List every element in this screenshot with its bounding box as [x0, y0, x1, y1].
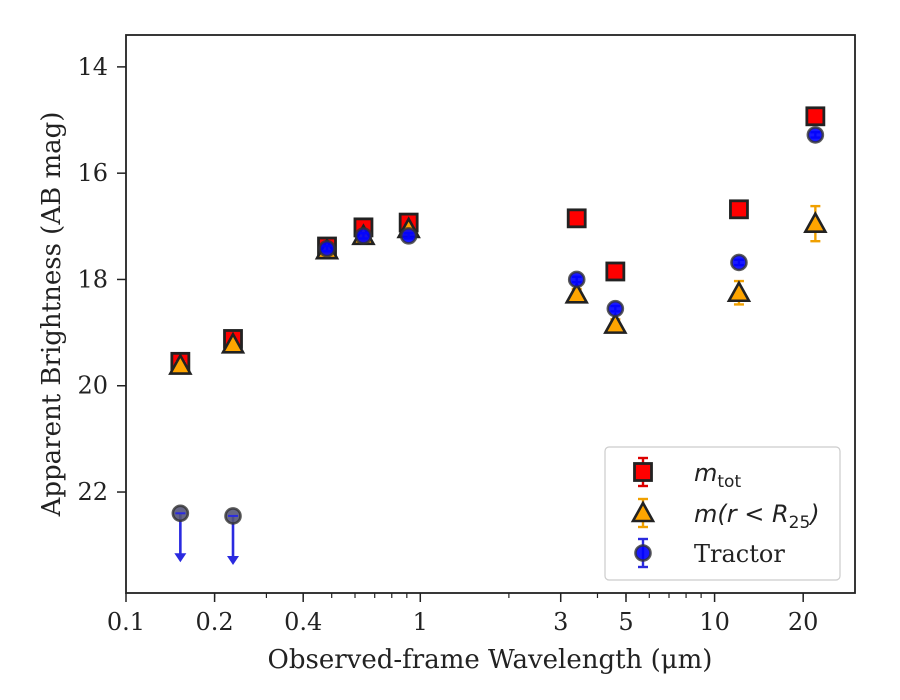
legend-box [604, 446, 841, 581]
data-point [806, 126, 825, 144]
legend: mtot m(r < R25) Tractor [604, 446, 841, 581]
x-tick-label: 0.1 [107, 608, 145, 636]
legend-marker [630, 500, 656, 523]
data-marks [168, 106, 828, 565]
x-tick-label: 10 [699, 608, 730, 636]
y-axis-ticks: 14 16 18 20 22 [77, 53, 126, 506]
data-point [603, 311, 628, 334]
y-tick-label: 18 [77, 265, 108, 293]
y-axis-label: Apparent Brightness (AB mag) [37, 112, 67, 518]
data-point [354, 227, 373, 245]
data-point [318, 239, 336, 258]
y-tick-label: 14 [77, 53, 108, 81]
x-tick-label: 3 [553, 608, 568, 636]
y-tick-label: 16 [77, 159, 108, 187]
legend-marker [634, 544, 652, 562]
data-point [566, 208, 587, 229]
x-tick-label: 20 [788, 608, 819, 636]
legend-marker [633, 462, 653, 482]
x-tick-label: 0.2 [196, 608, 234, 636]
data-point [564, 281, 589, 304]
data-point [399, 227, 418, 245]
legend-label: Tractor [694, 540, 785, 568]
x-axis-label: Observed-frame Wavelength (μm) [268, 645, 713, 675]
x-tick-label: 1 [413, 608, 428, 636]
data-point [729, 199, 749, 220]
y-tick-label: 20 [77, 372, 108, 400]
y-tick-label: 22 [77, 478, 108, 506]
data-point [606, 299, 625, 318]
data-point [730, 253, 748, 272]
x-tick-label: 5 [618, 608, 633, 636]
data-point [220, 331, 246, 354]
x-axis-ticks: 0.1 0.2 0.4 1 3 5 10 20 [107, 593, 819, 636]
series-3 [171, 126, 825, 565]
data-point [567, 270, 586, 289]
data-point [726, 280, 752, 303]
legend-label: m(r < R25) [694, 500, 820, 533]
upper-limit-arrow [174, 553, 187, 563]
x-tick-label: 0.4 [284, 608, 322, 636]
legend-label: mtot [694, 459, 741, 492]
plot-frame [125, 34, 856, 594]
data-point [803, 210, 828, 233]
upper-limit-arrow [227, 555, 240, 565]
data-point [605, 261, 626, 282]
data-point [805, 106, 826, 127]
data-point [168, 352, 193, 375]
